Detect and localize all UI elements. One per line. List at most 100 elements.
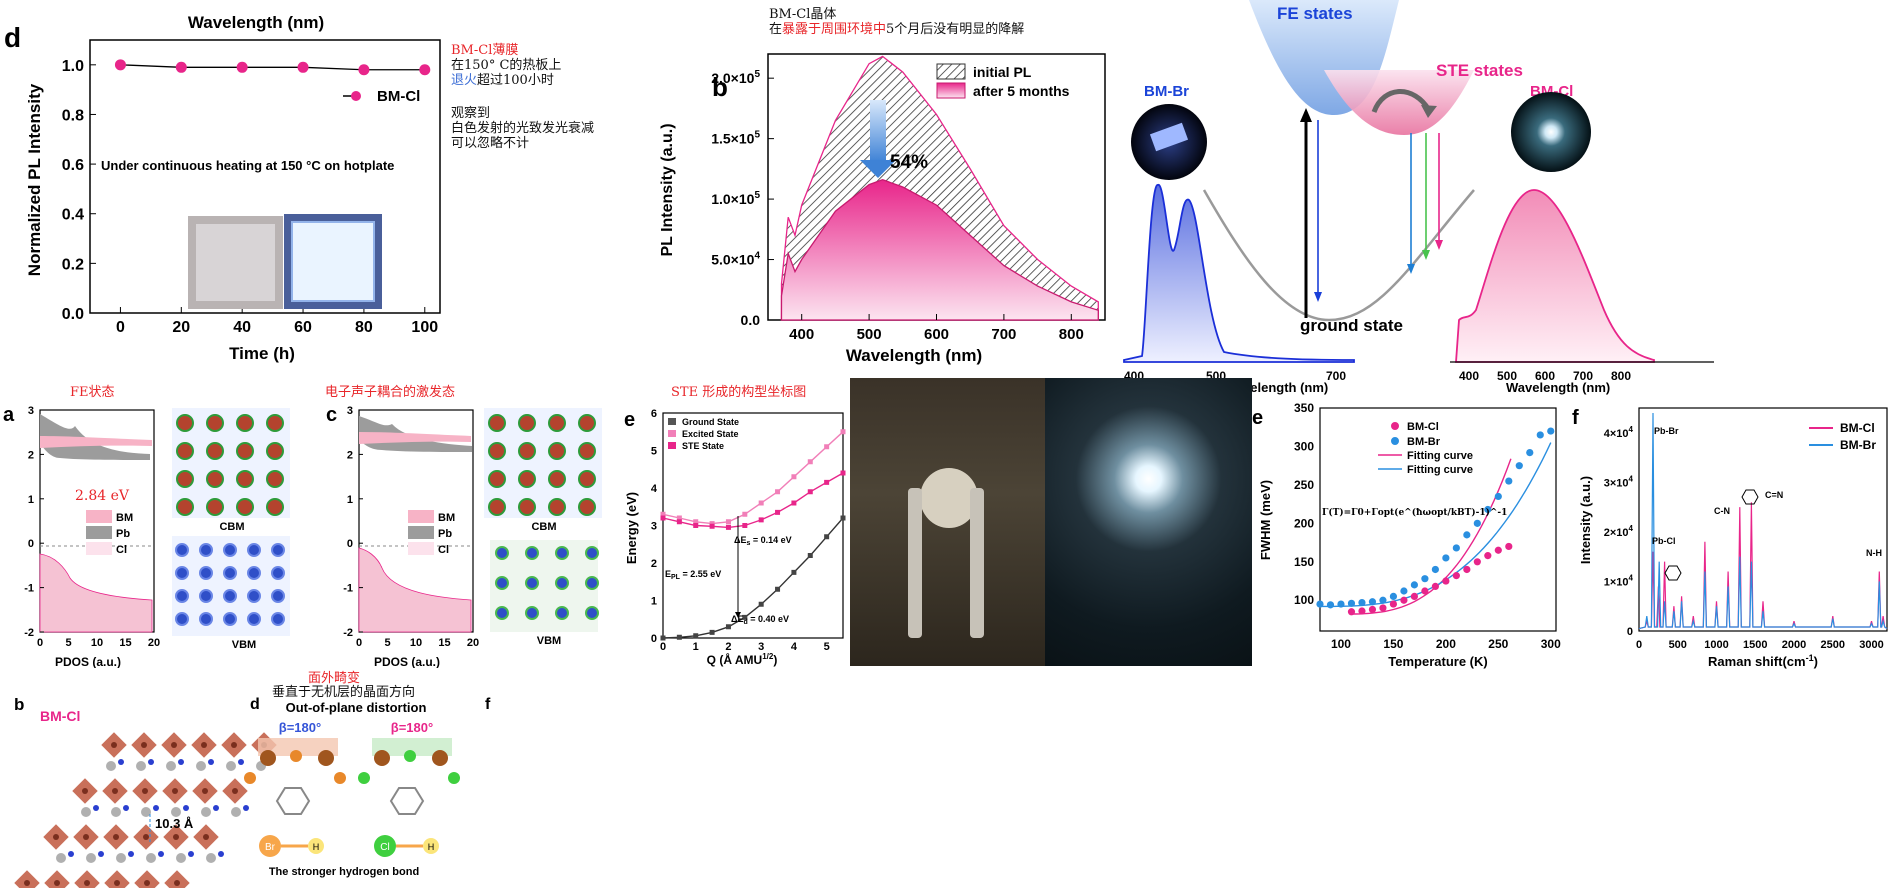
data-point	[1452, 544, 1460, 552]
data-point	[660, 511, 666, 517]
y-tick-label: 0.8	[62, 107, 84, 124]
legend-cl: BM-Cl	[1407, 421, 1439, 433]
data-point	[1389, 592, 1398, 600]
axis-ticks: 0 500 1000 1500 2000 2500 3000 1×104 2×104 3×104 4…	[1604, 425, 1884, 651]
data-point	[175, 61, 187, 73]
orbital-lobe	[525, 606, 539, 620]
orbital-lobe	[206, 498, 224, 516]
orbital-lobe	[236, 442, 254, 460]
vbm-orbitals	[175, 543, 285, 626]
pdos-lower	[358, 547, 472, 633]
pb-atom	[24, 880, 30, 886]
x-tick-label: 10	[91, 637, 103, 649]
panel-letter-f: f	[485, 696, 491, 713]
legend-excited: Excited State	[682, 429, 739, 439]
orbital-lobe	[555, 606, 569, 620]
data-point	[807, 553, 813, 558]
fe-states-label: FE states	[1277, 4, 1353, 23]
data-point	[709, 521, 715, 527]
data-point	[1389, 600, 1398, 608]
orbital-lobe	[223, 612, 237, 626]
pb-atom	[201, 742, 207, 748]
legend-after: after 5 months	[973, 83, 1070, 99]
panel-letter: a	[3, 404, 15, 426]
orbital-lobe	[236, 498, 254, 516]
nitrogen-atom	[188, 851, 194, 857]
data-point	[1442, 577, 1450, 585]
y-tick-label: 350	[1294, 401, 1314, 415]
x-tick-label: 20	[148, 637, 160, 649]
y-tick-label: 250	[1294, 478, 1314, 492]
note-observed: 观察到	[451, 106, 491, 121]
panel-c-pdos: c BM Pb Cl 3 2 1 0 -1 -2 0 5 10 15 20 PDOS (a.u.) …	[322, 378, 622, 668]
orbital-lobe	[548, 414, 566, 432]
pb-atom	[143, 834, 149, 840]
nitrogen-atom	[68, 851, 74, 857]
data-point	[824, 444, 830, 450]
gap-label: 2.84 eV	[75, 488, 130, 504]
data-point	[824, 479, 830, 485]
x-tick-label: 10	[410, 637, 422, 649]
x-tick-label: 15	[119, 637, 131, 649]
nitrogen-atom	[178, 759, 184, 765]
organic-cation	[231, 807, 241, 817]
panel-a-pdos: a 2.84 eV BM Pb Cl 3 2 1 0 -1 -2 0 5 10 15 20 PDOS…	[0, 378, 320, 668]
y-tick-label: 100	[1294, 593, 1314, 607]
pdos-lower	[39, 553, 153, 633]
orbital-lobe	[585, 576, 599, 590]
vbm-label: VBM	[232, 639, 256, 651]
orbital-lobe	[578, 442, 596, 460]
nitrogen-atom	[213, 805, 219, 811]
nitrogen-atom	[208, 759, 214, 765]
orbital-lobe	[247, 612, 261, 626]
orbital-lobe	[578, 498, 596, 516]
peak-c-n: C-N	[1714, 506, 1730, 516]
data-point	[725, 624, 731, 630]
note-excited-state: 电子声子耦合的激发态	[325, 385, 456, 400]
organic-cation	[111, 807, 121, 817]
data-point	[775, 509, 781, 515]
x-tick-label: 700	[991, 326, 1016, 343]
panel-letter-b: b	[14, 695, 24, 714]
panel-e-config-coordinate: e 0 1 2 3 4 5 0 1 2 3 4 5 6 Energy (eV) Q (Å AMU1/2)…	[624, 378, 848, 668]
decrease-percent: 54%	[890, 152, 928, 173]
legend-br-fit: Fitting curve	[1407, 464, 1473, 476]
x-tick-label: 600	[924, 326, 949, 343]
note-negligible: 可以忽略不计	[451, 136, 530, 151]
organic-cation	[201, 807, 211, 817]
led-bulb-off	[920, 468, 978, 528]
nitrogen-atom	[123, 805, 129, 811]
x-tick-label: 1500	[1743, 639, 1767, 651]
organic-cation	[196, 761, 206, 771]
data-point	[1368, 598, 1377, 606]
y-tick-label: 2×104	[1604, 524, 1634, 539]
orbital-lobe	[175, 589, 189, 603]
orbital-lobe	[578, 414, 596, 432]
y-axis-label: Energy (eV)	[624, 492, 639, 564]
absorption-arrowhead	[1300, 108, 1312, 122]
orbital-lobe	[266, 498, 284, 516]
y-tick-label: 1	[28, 494, 34, 506]
y-tick-label: 4×104	[1604, 425, 1634, 440]
data-point	[1358, 598, 1366, 607]
series-bm-cl	[1638, 502, 1888, 630]
orbital-lobe	[271, 612, 285, 626]
beta-angle-br: β=180°	[279, 720, 321, 735]
y-axis-label: FWHM (meV)	[1258, 480, 1273, 560]
decrease-arrowhead	[860, 160, 896, 178]
axis-ticks: 400 500 600 700 800 0.0 5.0×104 1.0×105 1.5×105 2…	[711, 69, 1084, 343]
data-point	[1484, 505, 1492, 514]
data-markers	[114, 59, 431, 76]
data-point	[1505, 477, 1513, 485]
orbital-lobe	[555, 546, 569, 560]
legend-cl: Cl	[438, 544, 449, 556]
pb-atom	[113, 834, 119, 840]
x-tick-label: 0	[37, 637, 43, 649]
nitrogen-atom	[218, 851, 224, 857]
legend-br: BM-Br	[1840, 438, 1876, 452]
br-atom-label: Br	[265, 842, 276, 853]
orbital-lobe	[555, 576, 569, 590]
panel-d-stability: d Wavelength (nm) Normalized PL Intensit…	[0, 0, 640, 375]
note-out-of-plane: 面外畸变	[308, 671, 361, 686]
plot-frame	[662, 412, 844, 639]
